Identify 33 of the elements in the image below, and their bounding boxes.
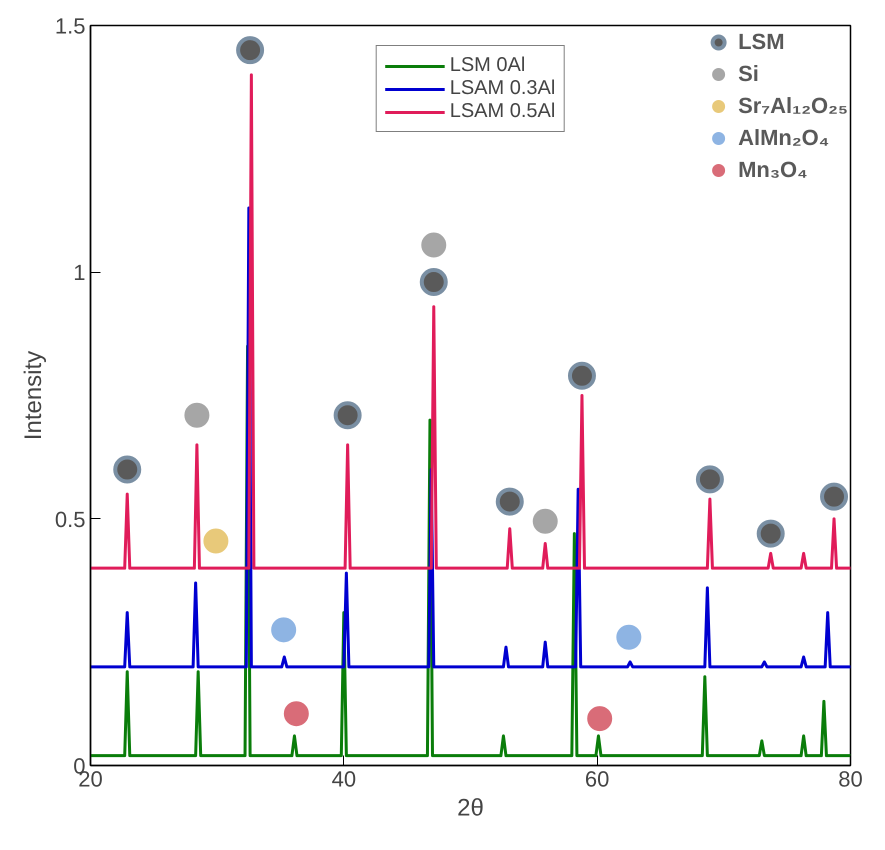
x-tick-label: 40 [332,766,356,792]
legend-label: LSM [738,29,785,55]
point [820,482,848,511]
y-tick-label: 1 [73,260,86,286]
x-tick-label: 80 [838,766,863,792]
point [236,36,264,64]
point [420,268,448,296]
point [696,465,724,494]
legend-label: Sr₇Al₁₂O₂₅ [738,93,848,119]
point [532,508,558,534]
point [184,402,210,428]
point [421,232,446,258]
x-axis-title: 2θ [457,794,484,822]
legend-label: Si [738,61,759,87]
point [616,624,642,650]
y-tick-label: 0.5 [54,506,86,532]
y-axis-title: Intensity [20,350,47,440]
legend-label: AlMn₂O₄ [738,125,830,151]
point [334,401,362,430]
point [271,617,296,642]
point [568,362,596,390]
point [756,520,785,548]
point [587,706,612,732]
legend-label: LSAM 0.3Al [450,77,556,100]
legend-label: LSAM 0.5Al [450,100,556,123]
point [496,488,524,516]
point [203,528,228,554]
point [113,456,142,484]
x-tick-label: 60 [584,766,610,792]
point [284,701,309,726]
y-tick-label: 1.5 [54,14,86,38]
legend-label: Mn₃O₄ [738,157,808,183]
legend-label: LSM 0Al [450,54,526,77]
